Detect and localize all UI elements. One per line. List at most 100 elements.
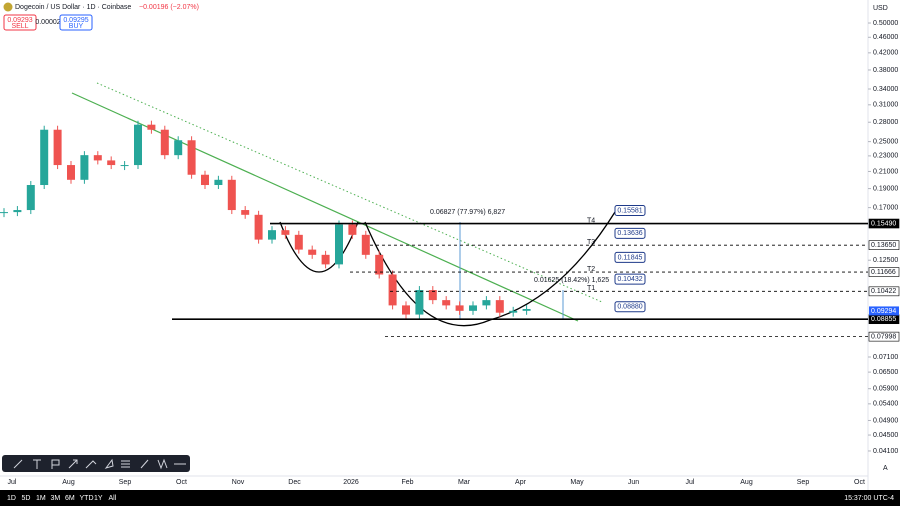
buy-button[interactable] xyxy=(59,14,93,31)
range-button[interactable]: 1M xyxy=(36,495,46,502)
candle xyxy=(120,165,129,167)
candle xyxy=(522,308,531,311)
candle xyxy=(268,230,276,240)
y-tick-label: 0.04500 xyxy=(873,432,898,439)
y-tick-label: 0.17000 xyxy=(873,204,898,211)
y-tick-label: 0.34000 xyxy=(873,86,898,93)
buy-label: BUY xyxy=(69,23,84,30)
candle xyxy=(348,224,357,235)
toolbar-icons xyxy=(13,458,186,470)
level-label: 0.08855 xyxy=(871,316,896,323)
y-tick-label: 0.50000 xyxy=(873,20,898,27)
x-tick-label: Feb xyxy=(401,479,413,486)
x-tick-label: Nov xyxy=(232,479,245,486)
target-label: 0.13636 xyxy=(617,230,642,237)
auto-scale[interactable]: A xyxy=(883,465,888,472)
target-label: 0.11845 xyxy=(618,254,643,261)
range-button[interactable]: 3M xyxy=(51,495,61,502)
target-box xyxy=(614,205,646,217)
candle xyxy=(482,300,491,306)
target-name: T4 xyxy=(587,217,595,224)
candle xyxy=(361,234,370,255)
y-tick-label: 0.21000 xyxy=(873,168,898,175)
x-tick-label: Apr xyxy=(515,479,527,486)
y-tick-label: 0.19000 xyxy=(873,185,898,192)
candle xyxy=(227,179,236,211)
candle xyxy=(495,300,504,313)
sell-button[interactable] xyxy=(3,14,37,31)
y-tick-label: 0.46000 xyxy=(873,34,898,41)
range-button[interactable]: YTD xyxy=(80,495,94,502)
candle xyxy=(147,124,156,130)
y-tick-label: 0.12500 xyxy=(873,257,898,264)
last-price-label: 0.09294 xyxy=(871,308,896,315)
range-button[interactable]: 1D xyxy=(7,495,16,502)
change: −0.00196 (−2.07%) xyxy=(139,4,199,11)
trendline xyxy=(71,92,579,322)
candle xyxy=(107,160,116,166)
candle xyxy=(308,249,317,255)
candle xyxy=(201,174,209,186)
candle xyxy=(26,185,35,211)
target-label: 0.08880 xyxy=(617,304,642,311)
y-tick-label: 0.07100 xyxy=(873,354,898,361)
candle xyxy=(0,212,8,214)
candle xyxy=(174,140,183,156)
buy-price: 0.09295 xyxy=(63,17,88,24)
level-badge xyxy=(868,267,900,277)
candle xyxy=(134,124,142,166)
measure-label: 0.06827 (77.97%) 6,827 xyxy=(430,209,505,216)
x-tick-label: Jun xyxy=(628,479,639,486)
range-button[interactable]: 5D xyxy=(22,495,31,502)
level-badge xyxy=(868,218,900,229)
x-tick-label: Aug xyxy=(62,479,75,486)
clock: 15:37:00 UTC-4 xyxy=(844,495,894,502)
candle xyxy=(40,129,49,186)
range-button[interactable]: All xyxy=(109,495,117,502)
y-tick-label: 0.38000 xyxy=(873,67,898,74)
target-label: 0.15581 xyxy=(617,207,642,214)
level-label: 0.10422 xyxy=(871,288,896,295)
target-box xyxy=(614,273,646,285)
small-cup xyxy=(279,221,359,273)
y-tick-label: 0.04100 xyxy=(873,448,898,455)
target-name: T1 xyxy=(587,285,595,292)
measure-label: 0.01625 (18.42%) 1,625 xyxy=(534,277,609,284)
x-tick-label: Aug xyxy=(740,479,753,486)
x-tick-label: Sep xyxy=(119,479,132,486)
spread: 0.00002 xyxy=(35,19,60,26)
target-box xyxy=(614,251,646,263)
candle xyxy=(80,155,89,180)
level-badge xyxy=(868,331,900,342)
x-tick-label: Sep xyxy=(797,479,810,486)
bottom-bar xyxy=(0,490,900,506)
target-box xyxy=(614,227,646,239)
last-price-badge xyxy=(869,306,899,316)
sell-label: SELL xyxy=(11,23,28,30)
currency: USD xyxy=(873,5,888,12)
candle xyxy=(375,254,384,275)
candle xyxy=(241,210,250,215)
x-tick-label: Mar xyxy=(458,479,471,486)
y-tick-label: 0.42000 xyxy=(873,50,898,57)
candle xyxy=(281,230,290,235)
level-badge xyxy=(868,286,900,297)
y-tick-label: 0.06500 xyxy=(873,369,898,376)
candle xyxy=(442,300,451,306)
x-tick-label: May xyxy=(570,479,584,486)
y-tick-label: 0.23000 xyxy=(873,153,898,160)
candle xyxy=(388,274,397,306)
candle xyxy=(428,290,437,301)
target-box xyxy=(614,301,646,313)
range-button[interactable]: 1Y xyxy=(94,495,103,502)
level-label: 0.15490 xyxy=(871,220,896,227)
coin-icon xyxy=(3,2,13,12)
candle xyxy=(415,290,424,315)
sell-price: 0.09293 xyxy=(7,17,32,24)
candle xyxy=(509,310,518,313)
x-tick-label: Dec xyxy=(288,479,301,486)
range-button[interactable]: 6M xyxy=(65,495,75,502)
candle xyxy=(53,129,62,166)
